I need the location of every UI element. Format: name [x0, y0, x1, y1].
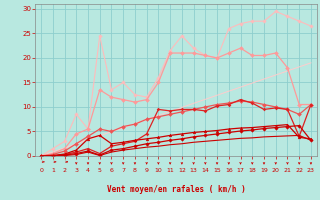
X-axis label: Vent moyen/en rafales ( km/h ): Vent moyen/en rafales ( km/h ): [107, 185, 245, 194]
